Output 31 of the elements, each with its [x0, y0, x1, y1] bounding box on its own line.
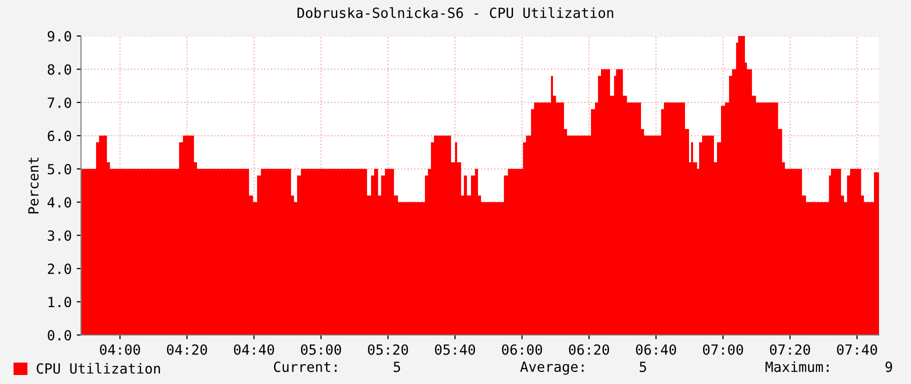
- x-tick-label: 07:40: [837, 344, 878, 355]
- text: Current:: [274, 362, 337, 372]
- x-tick-label: 05:20: [368, 344, 408, 355]
- x-tick-label: 04:40: [234, 344, 274, 355]
- y-tick-label: 0.0: [48, 330, 72, 341]
- text: 5: [640, 362, 646, 372]
- y-tick-label: 2.0: [48, 264, 72, 274]
- x-tick-label: 06:00: [502, 344, 542, 355]
- y-tick-label: 6.0: [48, 130, 72, 142]
- y-tick-label: 1.0: [48, 296, 72, 308]
- y-tick-label: 8.0: [48, 64, 72, 75]
- x-tick-label: 05:40: [435, 344, 476, 355]
- x-tick-label: 07:20: [770, 344, 810, 355]
- text: Maximum:: [766, 361, 829, 372]
- y-axis-title: Percent: [28, 158, 39, 214]
- text: Average:: [520, 362, 584, 375]
- x-tick-label: 04:00: [100, 344, 140, 355]
- y-tick-label: 9.0: [48, 31, 72, 42]
- y-tick-label: 4.0: [48, 197, 72, 208]
- x-tick-label: 06:20: [569, 344, 610, 355]
- x-tick-label: 05:00: [301, 344, 342, 355]
- legend-label: CPU Utilization: [36, 362, 160, 374]
- x-tick-label: 06:40: [636, 344, 676, 355]
- y-tick-label: 3.0: [48, 230, 72, 241]
- x-tick-label: 07:00: [703, 344, 744, 355]
- text: 9: [886, 362, 892, 372]
- x-tick-label: 04:20: [166, 344, 207, 355]
- y-tick-label: 7.0: [48, 97, 72, 108]
- text: 5: [394, 362, 400, 372]
- chart-title: Dobruska-Solnicka-S6 - CPU Utilization: [298, 7, 614, 18]
- y-tick-label: 5.0: [48, 164, 72, 174]
